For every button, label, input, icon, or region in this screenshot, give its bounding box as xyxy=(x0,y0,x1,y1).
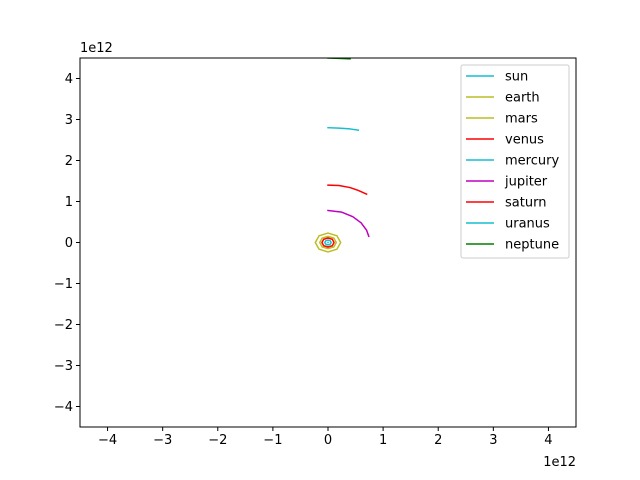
y-tick-label: −4 xyxy=(54,400,73,415)
y-tick-label: 4 xyxy=(65,72,73,87)
legend-label-saturn: saturn xyxy=(505,196,546,211)
series-line-mars xyxy=(314,232,342,253)
legend-label-venus: venus xyxy=(505,133,544,148)
x-tick-label: −3 xyxy=(153,433,172,448)
legend-label-neptune: neptune xyxy=(505,238,559,253)
series-line-earth xyxy=(318,235,338,250)
x-offset-label: 1e12 xyxy=(543,455,576,470)
series-line-venus xyxy=(321,237,335,248)
x-tick-label: −4 xyxy=(98,433,117,448)
series-line-jupiter xyxy=(327,209,370,238)
x-tick-label: 1 xyxy=(379,433,387,448)
ticks-layer: −4 −3 −2 −1 0 1 2 3 4 −4 −3 −2 −1 0 1 2 3 4 xyxy=(54,72,553,448)
series-line-mercury xyxy=(324,239,332,246)
series-line-saturn xyxy=(327,184,368,196)
y-tick-label: −3 xyxy=(54,359,73,374)
series-layer xyxy=(314,58,370,253)
y-tick-label: −1 xyxy=(54,277,73,292)
y-tick-label: 2 xyxy=(65,154,73,169)
x-tick-label: −2 xyxy=(208,433,227,448)
legend-label-mars: mars xyxy=(505,112,538,127)
y-tick-label: −2 xyxy=(54,318,73,333)
y-tick-label: 0 xyxy=(65,236,73,251)
legend-label-uranus: uranus xyxy=(505,217,550,232)
series-line-uranus xyxy=(327,126,360,132)
y-tick-label: 1 xyxy=(65,195,73,210)
legend-label-jupiter: jupiter xyxy=(504,175,548,190)
legend: sun earth mars venus mercury jupiter saturn ura… xyxy=(460,64,570,259)
legend-label-earth: earth xyxy=(505,91,540,106)
x-tick-label: 4 xyxy=(544,433,552,448)
legend-box xyxy=(460,64,570,259)
x-tick-label: −1 xyxy=(263,433,282,448)
y-tick-label: 3 xyxy=(65,113,73,128)
legend-label-sun: sun xyxy=(505,70,528,85)
y-offset-label: 1e12 xyxy=(80,41,113,56)
x-tick-label: 2 xyxy=(434,433,442,448)
legend-label-mercury: mercury xyxy=(505,154,559,169)
x-tick-label: 3 xyxy=(489,433,497,448)
x-tick-label: 0 xyxy=(324,433,332,448)
